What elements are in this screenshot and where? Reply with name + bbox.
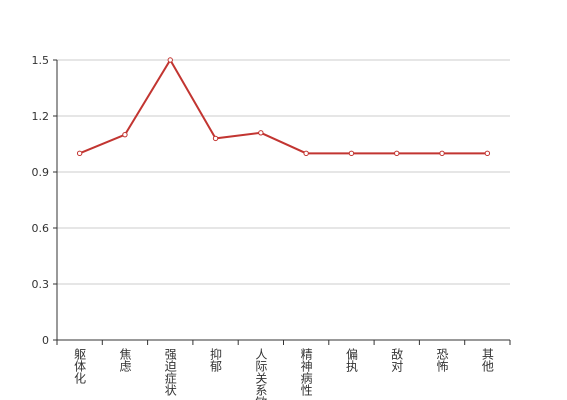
- y-tick-label: 0: [42, 334, 49, 347]
- x-tick-label: 躯体化: [73, 347, 87, 385]
- y-tick-label: 0.3: [32, 278, 50, 291]
- x-tick-label: 其他: [480, 348, 494, 372]
- point: [303, 150, 309, 157]
- point: [394, 150, 400, 157]
- point: [122, 131, 128, 138]
- x-tick-label: 焦虑: [118, 348, 132, 372]
- x-tick-label: 抑郁: [209, 347, 223, 373]
- x-tick-label: 偏执: [344, 347, 358, 373]
- x-tick-label: 恐怖: [435, 348, 449, 372]
- x-tick-label: 人际关系敏感: [254, 348, 268, 400]
- x-tick-label: 精神病性: [299, 348, 313, 397]
- x-tick-label: 敌对: [390, 347, 404, 372]
- point: [212, 135, 219, 142]
- point: [258, 130, 264, 136]
- point: [484, 150, 491, 157]
- point: [167, 57, 173, 63]
- point: [348, 150, 355, 157]
- y-tick-label: 1.2: [32, 110, 50, 123]
- line: [79, 58, 488, 155]
- x-tick-label: 强迫症状: [163, 348, 177, 396]
- y-tick-label: 1.5: [32, 54, 50, 67]
- y-tick-label: 0.9: [32, 166, 50, 179]
- point: [76, 150, 83, 157]
- point: [439, 150, 445, 157]
- y-tick-label: 0.6: [32, 222, 50, 235]
